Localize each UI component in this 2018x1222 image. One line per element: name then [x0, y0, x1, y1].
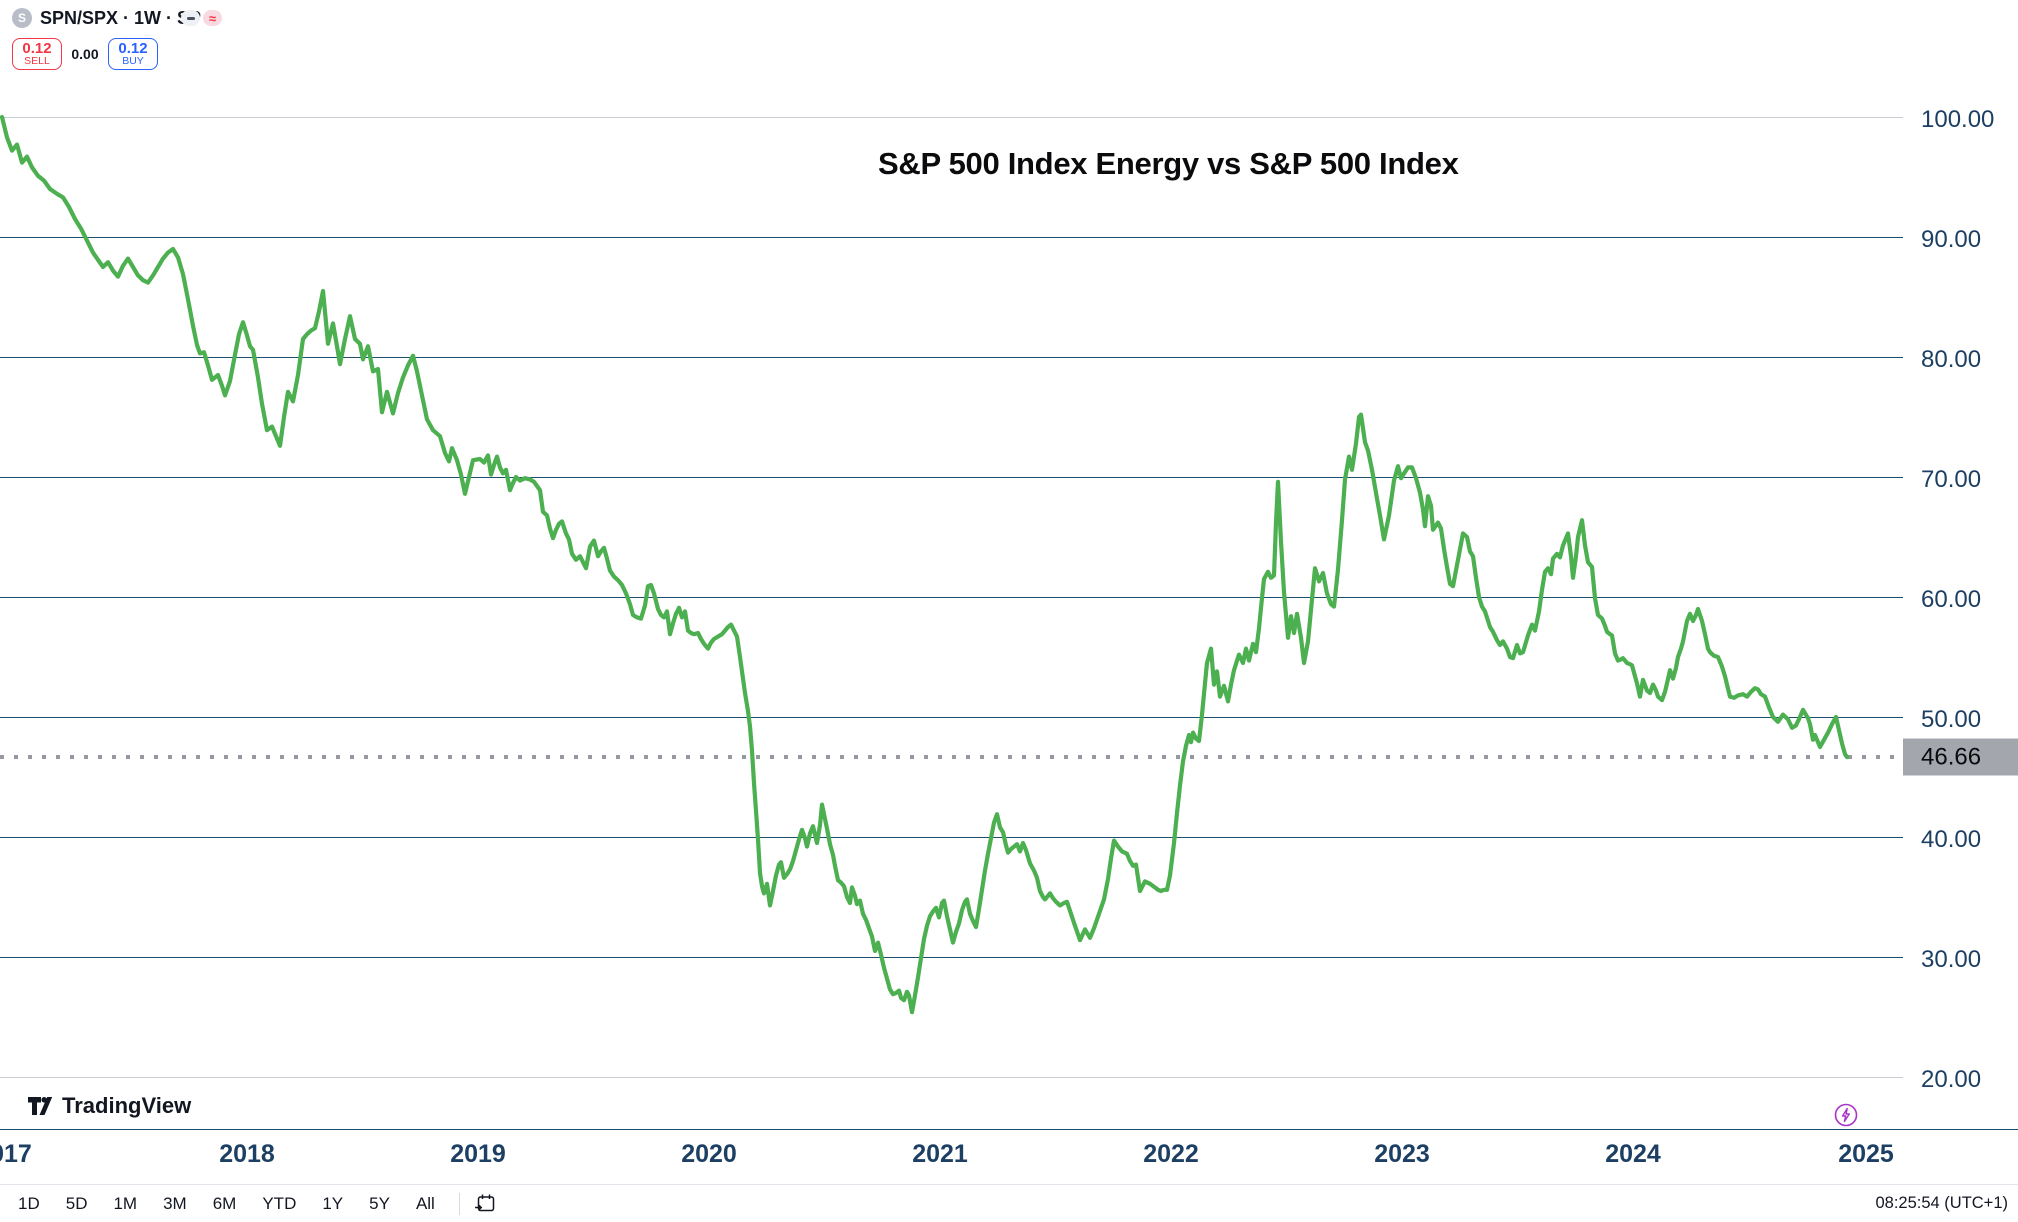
- y-axis-label-30: 30.00: [1921, 946, 1982, 973]
- y-grid-line-90: [0, 237, 1903, 238]
- buy-price: 0.12: [118, 39, 148, 57]
- x-axis-label-2017[interactable]: 2017: [0, 1140, 32, 1168]
- last-price-tag: 46.66: [1903, 738, 2018, 776]
- minus-icon: [186, 16, 195, 20]
- buy-label: BUY: [122, 55, 144, 68]
- y-axis-label-40: 40.00: [1921, 826, 1982, 853]
- range-button-3m[interactable]: 3M: [163, 1193, 187, 1213]
- x-axis-label-2023[interactable]: 2023: [1374, 1140, 1430, 1168]
- tradingview-watermark-text: TradingView: [62, 1093, 192, 1118]
- last-price-dotted-line: [0, 755, 1903, 760]
- date-range-list: 1D 5D 1M 3M 6M YTD 1Y 5Y All: [18, 1194, 435, 1214]
- x-axis-label-2025[interactable]: 2025: [1838, 1140, 1894, 1168]
- sell-button[interactable]: 0.12 SELL: [12, 38, 62, 70]
- chart-title: S&P 500 Index Energy vs S&P 500 Index: [878, 146, 1459, 181]
- clock-label[interactable]: 08:25:54 (UTC+1): [1875, 1194, 2008, 1212]
- range-button-all[interactable]: All: [415, 1193, 435, 1213]
- y-axis-label-70: 70.00: [1921, 466, 1982, 493]
- buy-button[interactable]: 0.12 BUY: [108, 38, 158, 70]
- range-button-1d[interactable]: 1D: [18, 1193, 40, 1213]
- y-grid-line-50: [0, 717, 1903, 718]
- range-button-1y[interactable]: 1Y: [322, 1193, 344, 1213]
- tradingview-logo-icon: [28, 1097, 53, 1115]
- symbol-row[interactable]: S SPN/SPX · 1W · SP: [12, 7, 201, 29]
- approx-icon: ≈: [208, 10, 217, 26]
- y-axis-label-60: 60.00: [1921, 586, 1982, 613]
- approx-pill[interactable]: ≈: [203, 10, 222, 26]
- tradingview-watermark[interactable]: TradingView: [28, 1093, 191, 1119]
- y-axis-label-90: 90.00: [1921, 226, 1982, 253]
- x-axis-label-2021[interactable]: 2021: [912, 1140, 968, 1168]
- x-axis-label-2018[interactable]: 2018: [219, 1140, 275, 1168]
- range-button-ytd[interactable]: YTD: [262, 1193, 297, 1213]
- y-grid-line-70: [0, 477, 1903, 478]
- range-button-1m[interactable]: 1M: [113, 1193, 138, 1213]
- range-button-5y[interactable]: 5Y: [369, 1193, 390, 1213]
- bottom-toolbar: 1D 5D 1M 3M 6M YTD 1Y 5Y All 08:25:54 (UTC+1): [0, 1185, 2018, 1222]
- calendar-arrow-icon: [474, 1194, 495, 1211]
- go-to-date-button[interactable]: [474, 1193, 496, 1215]
- time-axis-border: [0, 1129, 2018, 1130]
- y-axis-label-50: 50.00: [1921, 706, 1982, 733]
- x-axis-label-2020[interactable]: 2020: [681, 1140, 737, 1168]
- sell-price: 0.12: [22, 39, 52, 57]
- toolbar-separator: [0, 1184, 2018, 1185]
- y-axis-label-100: 100.00: [1921, 106, 1995, 133]
- trade-buttons-row: 0.12 SELL 0.00 0.12 BUY: [12, 38, 158, 70]
- y-axis-label-80: 80.00: [1921, 346, 1982, 373]
- y-grid-line-60: [0, 597, 1903, 598]
- y-grid-line-40: [0, 837, 1903, 838]
- legend-pill-row: ≈: [181, 10, 222, 26]
- y-axis-label-20: 20.00: [1921, 1066, 1982, 1093]
- range-separator: [458, 1192, 460, 1215]
- x-axis-label-2019[interactable]: 2019: [450, 1140, 506, 1168]
- x-axis-label-2022[interactable]: 2022: [1143, 1140, 1199, 1168]
- chart-pane[interactable]: S&P 500 Index Energy vs S&P 500 Index S …: [0, 0, 1903, 1129]
- range-button-6m[interactable]: 6M: [212, 1193, 237, 1213]
- symbol-logo-badge: S: [12, 8, 32, 28]
- minimize-pill[interactable]: [181, 10, 200, 26]
- flash-circle-icon[interactable]: [1834, 1103, 1858, 1129]
- y-grid-line-30: [0, 957, 1903, 958]
- sell-label: SELL: [24, 55, 50, 68]
- y-grid-line-100: [0, 117, 1903, 118]
- price-line-chart: [0, 114, 1850, 1015]
- y-grid-line-80: [0, 357, 1903, 358]
- x-axis-label-2024[interactable]: 2024: [1605, 1140, 1661, 1168]
- price-axis[interactable]: 100.00 90.00 80.00 70.00 60.00 50.00 40.00 30.0…: [1903, 0, 2018, 1185]
- symbol-title[interactable]: SPN/SPX · 1W · SP: [40, 7, 202, 28]
- range-button-5d[interactable]: 5D: [65, 1193, 88, 1213]
- y-grid-line-20: [0, 1077, 1903, 1078]
- ratio-line-series: [0, 114, 1850, 1015]
- spread-value: 0.00: [71, 46, 99, 62]
